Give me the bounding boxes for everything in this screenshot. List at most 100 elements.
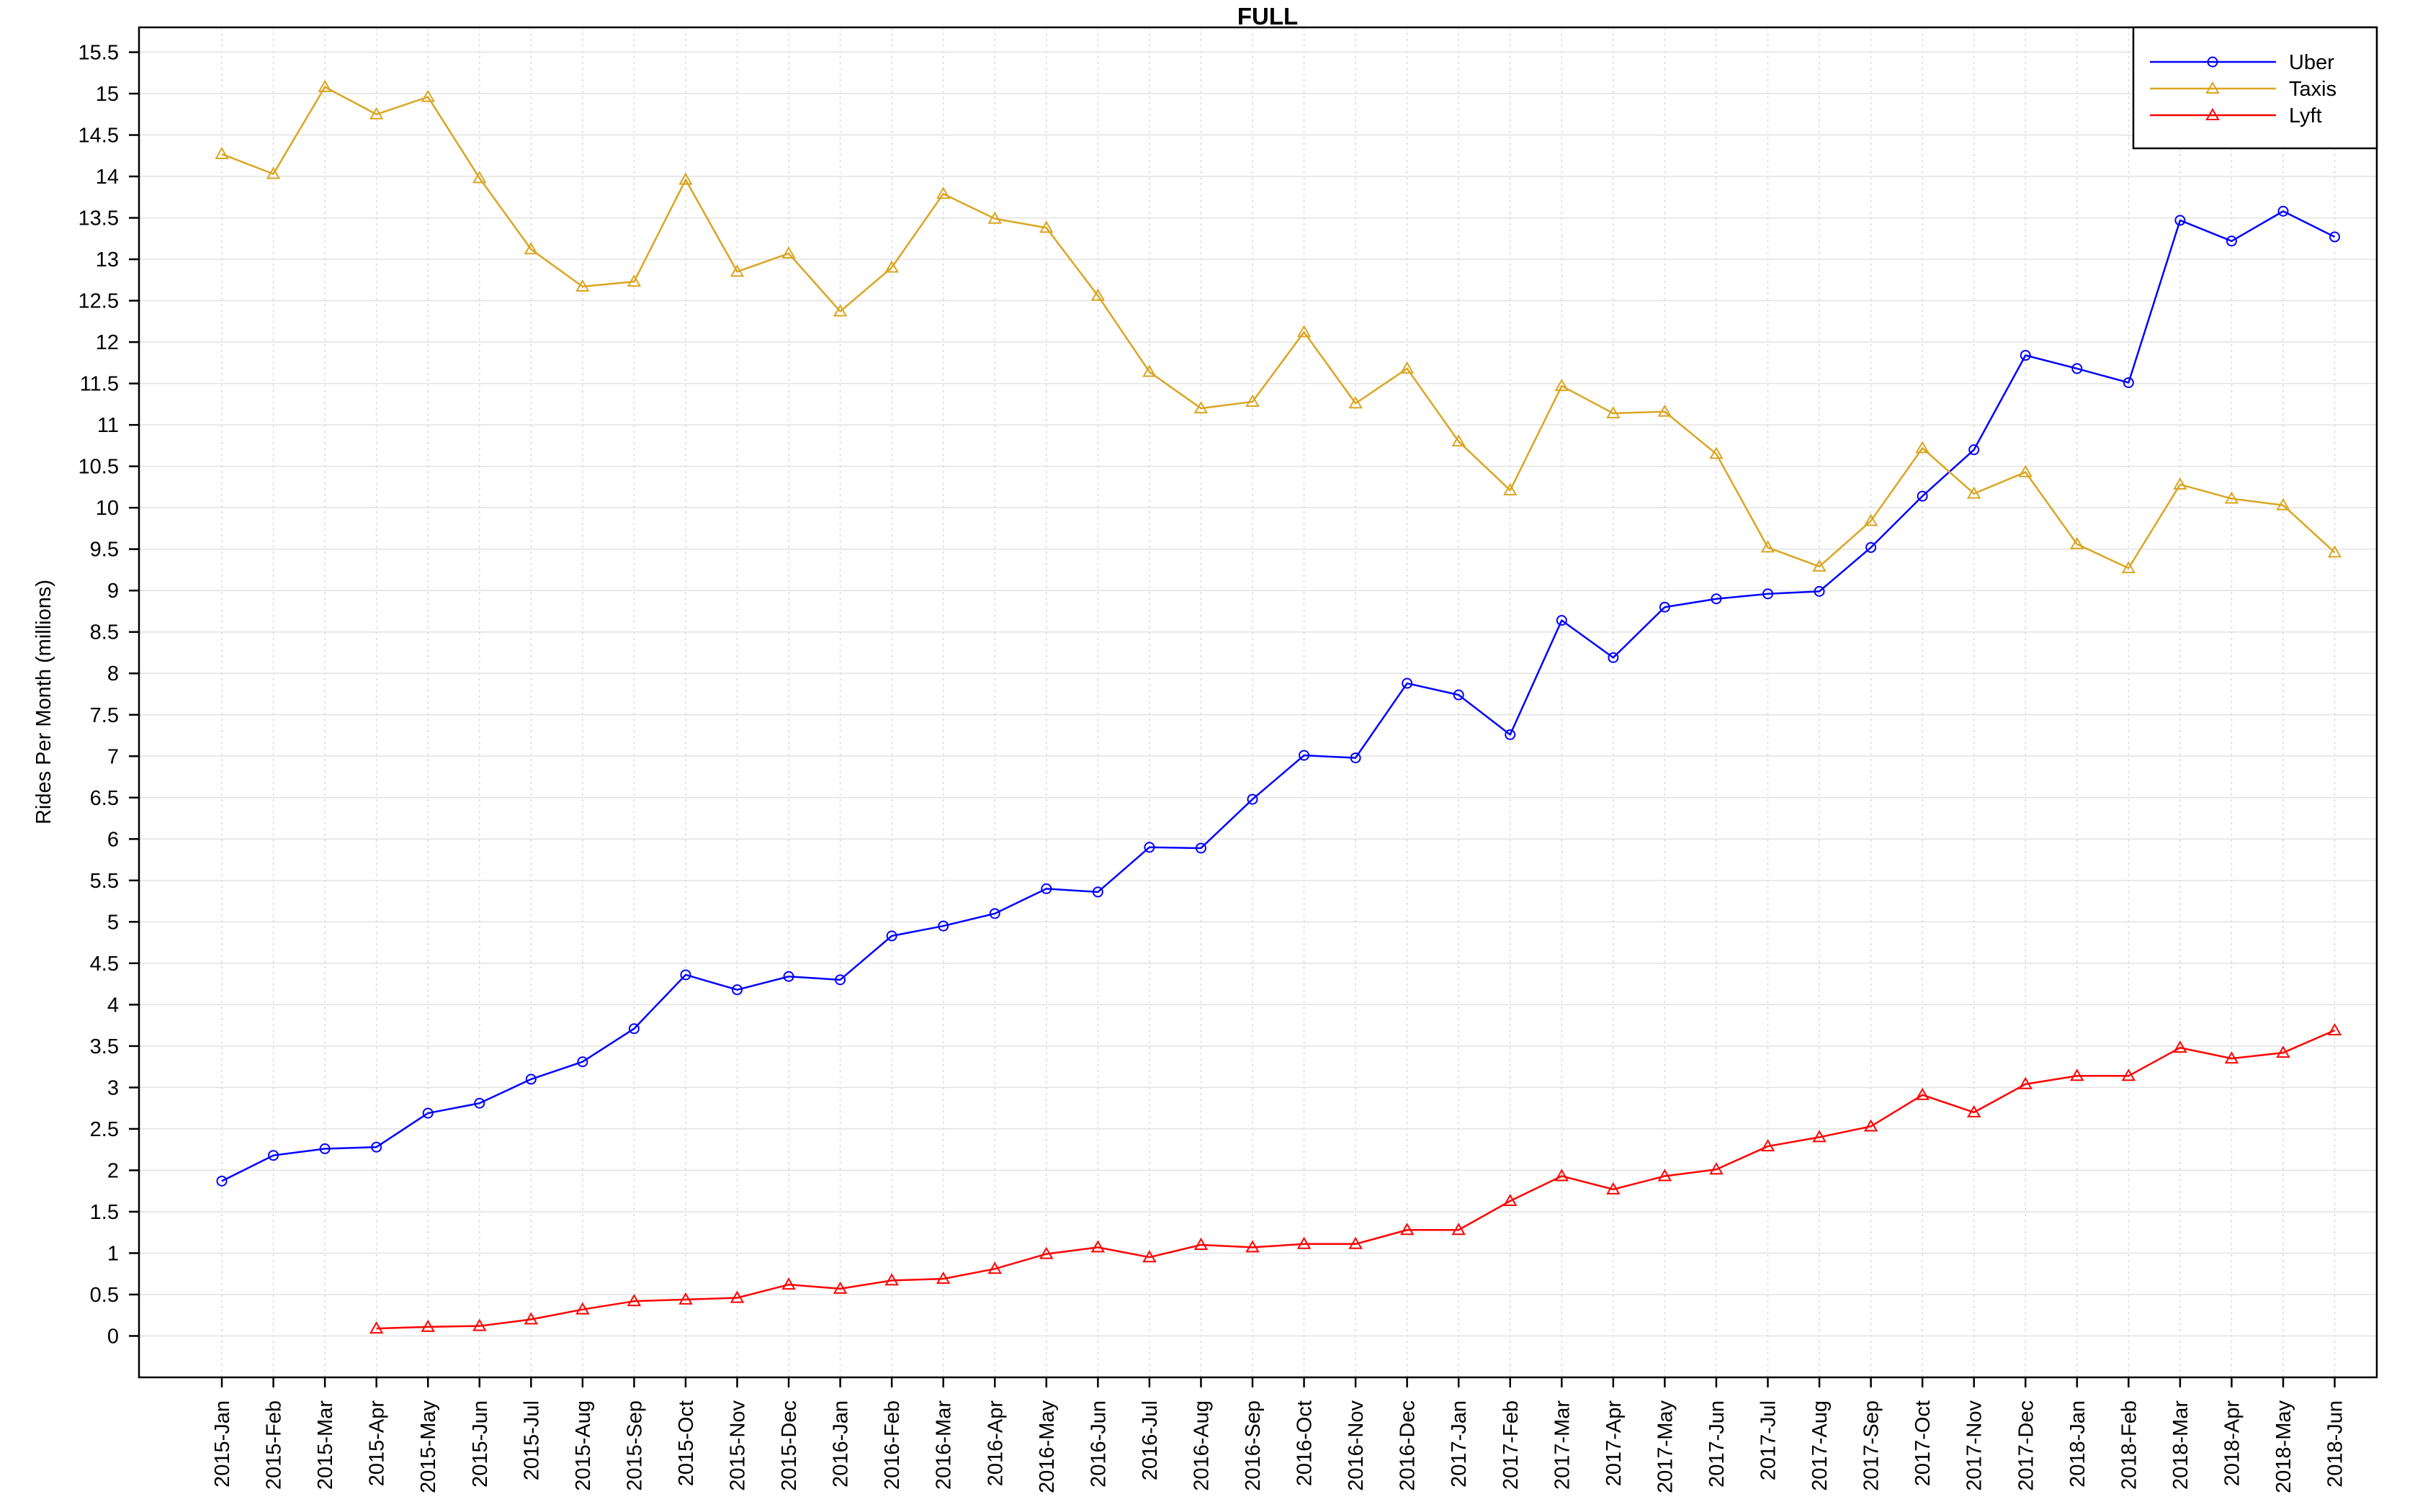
x-tick-label: 2017-Nov	[1963, 1400, 1986, 1491]
data-point	[1195, 842, 1206, 854]
data-point	[1090, 288, 1106, 301]
data-point	[680, 969, 691, 981]
x-tick-label: 2016-Aug	[1190, 1400, 1213, 1491]
data-point	[1245, 394, 1260, 407]
data-point	[2276, 498, 2290, 510]
x-tick-label: 2015-Apr	[366, 1400, 389, 1487]
x-tick-label: 2017-May	[1654, 1400, 1677, 1493]
data-point	[1348, 396, 1363, 409]
data-point	[577, 1056, 588, 1068]
data-point	[1350, 752, 1361, 764]
data-point	[627, 1294, 642, 1307]
data-point	[1659, 601, 1670, 613]
data-point	[2226, 235, 2237, 247]
data-point	[1296, 1236, 1312, 1249]
series-line	[221, 86, 2336, 570]
series-line	[376, 1029, 2336, 1330]
data-point	[2276, 1045, 2290, 1058]
data-point	[1402, 678, 1413, 689]
x-tick-label: 2015-May	[417, 1400, 440, 1493]
x-tick-label: 2015-Jul	[520, 1400, 543, 1480]
x-tick-label: 2015-Aug	[572, 1400, 595, 1491]
data-point	[524, 1312, 539, 1325]
data-point	[575, 1302, 590, 1315]
data-point	[884, 260, 899, 273]
x-tick-label: 2017-Sep	[1860, 1400, 1883, 1491]
data-point	[2173, 477, 2187, 490]
data-point	[781, 1277, 796, 1290]
data-point	[421, 89, 435, 102]
x-tick-label: 2018-Feb	[2118, 1400, 2141, 1490]
x-tick-label: 2016-Jun	[1087, 1400, 1110, 1488]
y-tick-label: 1.5	[90, 1201, 119, 1224]
data-point	[2327, 1023, 2342, 1036]
data-point	[1451, 434, 1466, 447]
data-point	[319, 1143, 331, 1155]
data-point	[1144, 842, 1155, 853]
data-point	[1814, 585, 1825, 597]
y-tick-label: 9	[107, 580, 119, 603]
data-point	[1709, 1162, 1724, 1175]
chart-title: FULL	[1237, 3, 1298, 30]
data-point	[268, 1150, 279, 1161]
x-tick-label: 2015-Nov	[727, 1400, 750, 1491]
legend-marker	[2207, 56, 2218, 68]
data-point	[369, 1321, 384, 1334]
y-tick-label: 3.5	[90, 1035, 119, 1058]
data-point	[833, 1281, 848, 1294]
data-point	[1296, 325, 1312, 338]
data-point	[2121, 1068, 2136, 1081]
plot-frame	[138, 26, 2378, 1379]
legend: Uber Taxis Lyft	[2132, 26, 2378, 150]
legend-label: Taxis	[2289, 78, 2336, 101]
x-tick-label: 2015-Feb	[263, 1400, 286, 1490]
x-tick-label: 2017-Dec	[2015, 1400, 2038, 1491]
x-tick-label: 2018-Jun	[2324, 1400, 2347, 1488]
data-point	[2174, 215, 2186, 226]
data-point	[833, 304, 848, 317]
data-point	[1453, 689, 1464, 701]
y-tick-label: 14	[96, 166, 119, 189]
y-tick-label: 10.5	[79, 456, 119, 479]
data-point	[1041, 883, 1052, 894]
series-lines	[215, 79, 2342, 1334]
data-point	[524, 242, 539, 255]
y-tick-label: 8	[107, 662, 119, 685]
data-point	[2018, 464, 2033, 477]
data-point	[1917, 490, 1928, 502]
legend-label: Uber	[2289, 51, 2334, 74]
x-tick-label: 2017-Jul	[1757, 1400, 1780, 1480]
y-tick-label: 1	[107, 1242, 119, 1265]
data-point	[421, 1319, 435, 1332]
x-tick-label: 2015-Jun	[469, 1400, 492, 1488]
data-point	[1711, 593, 1722, 605]
data-point	[628, 1023, 640, 1035]
y-tick-label: 2	[107, 1159, 119, 1182]
x-tick-label: 2016-Nov	[1345, 1400, 1368, 1491]
x-tick-label: 2016-Feb	[881, 1400, 904, 1490]
data-point	[1348, 1236, 1363, 1249]
data-point	[1968, 444, 1980, 456]
data-point	[732, 984, 743, 996]
data-point	[371, 1141, 382, 1153]
data-point	[369, 107, 384, 120]
x-tick-label: 2018-Mar	[2169, 1400, 2192, 1490]
data-point	[886, 930, 897, 942]
y-tick-label: 13	[96, 248, 119, 271]
data-point	[1915, 1087, 1930, 1100]
x-tick-label: 2017-Jun	[1706, 1400, 1729, 1488]
data-point	[474, 1097, 485, 1109]
series-lyft	[369, 1023, 2342, 1334]
y-tick-label: 9.5	[90, 539, 119, 562]
data-point	[1092, 886, 1103, 898]
data-point	[2277, 205, 2289, 217]
y-tick-label: 12.5	[79, 290, 119, 313]
legend-label: Lyft	[2289, 104, 2322, 127]
y-tick-label: 5	[107, 911, 119, 934]
x-tick-label: 2017-Feb	[1500, 1400, 1523, 1490]
data-point	[938, 920, 949, 932]
data-point	[1451, 1223, 1466, 1236]
x-tick-label: 2017-Aug	[1809, 1400, 1832, 1491]
y-tick-label: 15	[96, 83, 119, 106]
